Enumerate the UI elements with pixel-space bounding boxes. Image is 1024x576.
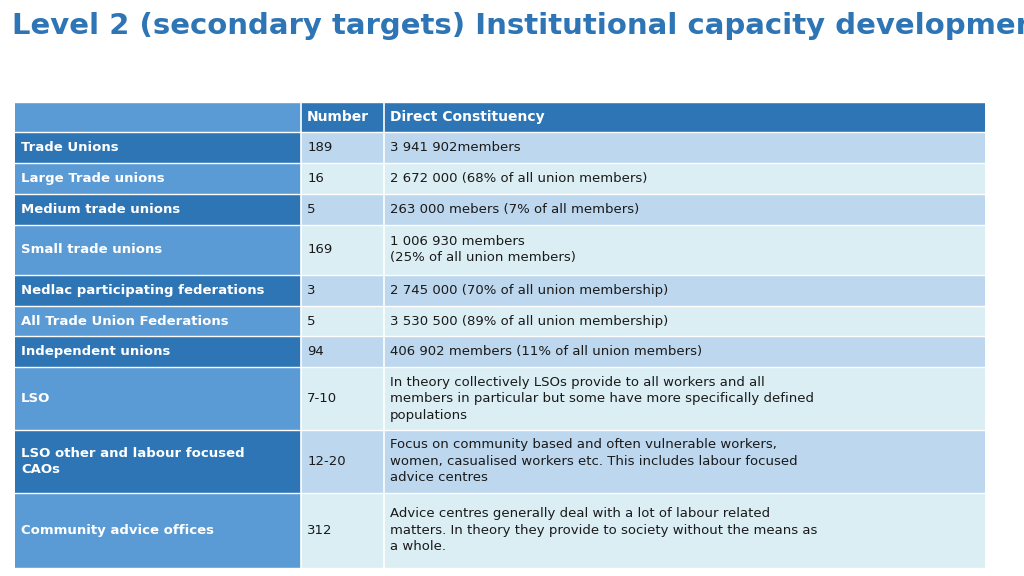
Text: 3 941 902members: 3 941 902members xyxy=(389,141,520,154)
Text: 2 745 000 (70% of all union membership): 2 745 000 (70% of all union membership) xyxy=(389,284,668,297)
Bar xyxy=(301,194,384,225)
Bar xyxy=(301,132,384,163)
Bar xyxy=(384,430,985,492)
Bar xyxy=(301,367,384,430)
Text: LSO: LSO xyxy=(22,392,50,405)
Text: Direct Constituency: Direct Constituency xyxy=(389,110,544,124)
Bar xyxy=(301,492,384,568)
Bar xyxy=(15,132,301,163)
Bar xyxy=(301,102,384,132)
Bar xyxy=(384,225,985,275)
Text: 406 902 members (11% of all union members): 406 902 members (11% of all union member… xyxy=(389,346,701,358)
Bar xyxy=(384,194,985,225)
Text: 263 000 mebers (7% of all members): 263 000 mebers (7% of all members) xyxy=(389,203,639,215)
Text: 1 006 930 members
(25% of all union members): 1 006 930 members (25% of all union memb… xyxy=(389,235,575,264)
Text: 12-20: 12-20 xyxy=(307,455,346,468)
Bar xyxy=(384,336,985,367)
Text: Level 2 (secondary targets) Institutional capacity development: Level 2 (secondary targets) Institutiona… xyxy=(12,12,1024,40)
Text: Community advice offices: Community advice offices xyxy=(22,524,214,537)
Bar xyxy=(384,132,985,163)
Bar xyxy=(384,102,985,132)
Text: 2 672 000 (68% of all union members): 2 672 000 (68% of all union members) xyxy=(389,172,647,185)
Bar xyxy=(384,306,985,336)
Text: 5: 5 xyxy=(307,203,315,215)
Text: Large Trade unions: Large Trade unions xyxy=(22,172,165,185)
Text: 189: 189 xyxy=(307,141,333,154)
Bar xyxy=(301,336,384,367)
Text: 3: 3 xyxy=(307,284,315,297)
Text: 312: 312 xyxy=(307,524,333,537)
Text: Medium trade unions: Medium trade unions xyxy=(22,203,180,215)
Bar xyxy=(384,275,985,306)
Text: In theory collectively LSOs provide to all workers and all
members in particular: In theory collectively LSOs provide to a… xyxy=(389,376,814,422)
Bar xyxy=(301,430,384,492)
Bar xyxy=(301,306,384,336)
Bar xyxy=(15,275,301,306)
Text: Number: Number xyxy=(307,110,370,124)
Bar xyxy=(384,367,985,430)
Text: 94: 94 xyxy=(307,346,324,358)
Bar xyxy=(15,163,301,194)
Text: LSO other and labour focused
CAOs: LSO other and labour focused CAOs xyxy=(22,446,245,476)
Text: Trade Unions: Trade Unions xyxy=(22,141,119,154)
Bar xyxy=(301,225,384,275)
Bar xyxy=(384,492,985,568)
Bar xyxy=(15,225,301,275)
Bar xyxy=(301,275,384,306)
Text: Advice centres generally deal with a lot of labour related
matters. In theory th: Advice centres generally deal with a lot… xyxy=(389,507,817,554)
Text: Small trade unions: Small trade unions xyxy=(22,243,162,256)
Text: 169: 169 xyxy=(307,243,333,256)
Bar xyxy=(15,367,301,430)
Bar xyxy=(15,492,301,568)
Text: 5: 5 xyxy=(307,314,315,328)
Text: Nedlac participating federations: Nedlac participating federations xyxy=(22,284,264,297)
Text: 3 530 500 (89% of all union membership): 3 530 500 (89% of all union membership) xyxy=(389,314,668,328)
Bar xyxy=(384,163,985,194)
Text: Focus on community based and often vulnerable workers,
women, casualised workers: Focus on community based and often vulne… xyxy=(389,438,798,484)
Bar xyxy=(15,194,301,225)
Text: All Trade Union Federations: All Trade Union Federations xyxy=(22,314,228,328)
Text: Independent unions: Independent unions xyxy=(22,346,170,358)
Bar xyxy=(15,430,301,492)
Text: 7-10: 7-10 xyxy=(307,392,337,405)
Bar xyxy=(15,306,301,336)
Bar xyxy=(301,163,384,194)
Text: 16: 16 xyxy=(307,172,324,185)
Bar xyxy=(15,102,301,132)
Bar xyxy=(15,336,301,367)
